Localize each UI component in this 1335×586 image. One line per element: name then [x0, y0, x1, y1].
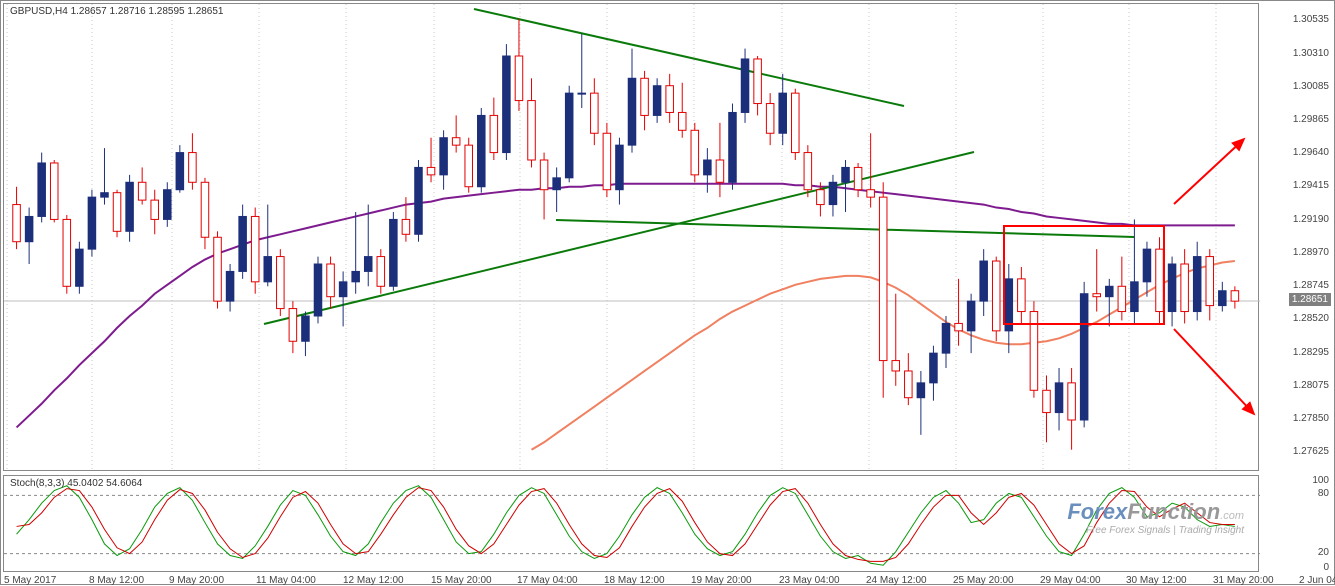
- xaxis-tick: 17 May 04:00: [517, 575, 578, 586]
- yaxis-tick: 1.29190: [1293, 214, 1329, 225]
- xaxis-tick: 12 May 12:00: [343, 575, 404, 586]
- yaxis-tick: 1.28745: [1293, 280, 1329, 291]
- stochastic-yaxis: 0 20 80 100: [1261, 475, 1333, 572]
- stoch-yaxis-tick: 20: [1318, 547, 1329, 558]
- xaxis-tick: 9 May 20:00: [169, 575, 224, 586]
- price-yaxis: 1.30535 1.30310 1.30085 1.29865 1.29640 1.294…: [1261, 3, 1333, 471]
- stoch-yaxis-tick: 100: [1312, 475, 1329, 486]
- yaxis-tick: 1.27850: [1293, 413, 1329, 424]
- yaxis-tick: 1.30535: [1293, 14, 1329, 25]
- xaxis-tick: 30 May 12:00: [1126, 575, 1187, 586]
- logo-text-2: Function: [1127, 499, 1220, 524]
- xaxis-tick: 2 Jun 04:00: [1299, 575, 1335, 586]
- xaxis-tick: 8 May 12:00: [89, 575, 144, 586]
- yaxis-tick: 1.30085: [1293, 81, 1329, 92]
- price-chart-svg: [4, 4, 1260, 472]
- yaxis-tick: 1.29640: [1293, 147, 1329, 158]
- xaxis-tick: 11 May 04:00: [256, 575, 316, 586]
- time-axis: 5 May 2017 8 May 12:00 9 May 20:00 11 May 0…: [3, 574, 1333, 586]
- price-chart-panel[interactable]: GBPUSD,H4 1.28657 1.28716 1.28595 1.2865…: [3, 3, 1259, 471]
- xaxis-tick: 23 May 04:00: [779, 575, 840, 586]
- xaxis-tick: 19 May 20:00: [691, 575, 752, 586]
- xaxis-tick: 31 May 20:00: [1213, 575, 1274, 586]
- logo-com: .com: [1220, 510, 1244, 522]
- stochastic-title: Stoch(8,3,3) 45.0402 54.6064: [10, 478, 142, 489]
- xaxis-tick: 15 May 20:00: [431, 575, 492, 586]
- chart-container: GBPUSD,H4 1.28657 1.28716 1.28595 1.2865…: [0, 0, 1335, 585]
- current-price-tag: 1.28651: [1289, 293, 1331, 306]
- yaxis-tick: 1.27625: [1293, 446, 1329, 457]
- yaxis-tick: 1.28970: [1293, 247, 1329, 258]
- stoch-yaxis-tick: 0: [1323, 562, 1329, 573]
- yaxis-tick: 1.30310: [1293, 48, 1329, 59]
- yaxis-tick: 1.29865: [1293, 114, 1329, 125]
- stoch-yaxis-tick: 80: [1318, 488, 1329, 499]
- logo-text-1: Forex: [1067, 499, 1127, 524]
- logo-subtitle: Free Forex Signals | Trading Insight: [1067, 525, 1244, 536]
- xaxis-tick: 18 May 12:00: [604, 575, 665, 586]
- xaxis-tick: 25 May 20:00: [953, 575, 1014, 586]
- yaxis-tick: 1.28295: [1293, 347, 1329, 358]
- forexfunction-logo: ForexFunction.com Free Forex Signals | T…: [1067, 499, 1244, 536]
- xaxis-tick: 5 May 2017: [4, 575, 56, 586]
- yaxis-tick: 1.28075: [1293, 380, 1329, 391]
- xaxis-tick: 29 May 04:00: [1040, 575, 1101, 586]
- yaxis-tick: 1.28520: [1293, 313, 1329, 324]
- chart-title: GBPUSD,H4 1.28657 1.28716 1.28595 1.2865…: [10, 6, 224, 17]
- xaxis-tick: 24 May 12:00: [866, 575, 927, 586]
- yaxis-tick: 1.29415: [1293, 180, 1329, 191]
